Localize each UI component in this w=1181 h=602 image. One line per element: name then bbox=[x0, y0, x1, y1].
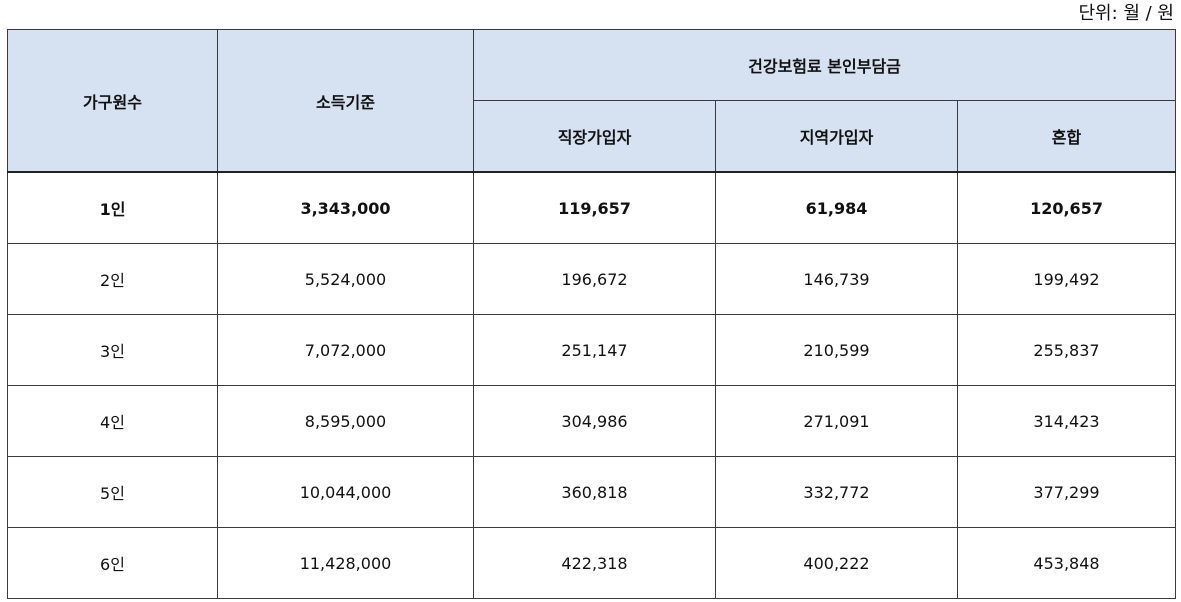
cell-mixed: 255,837 bbox=[956, 314, 1177, 386]
cell-regional: 332,772 bbox=[715, 456, 958, 528]
cell-household: 2인 bbox=[7, 243, 218, 315]
header-employee: 직장가입자 bbox=[473, 100, 716, 173]
table-body: 1인 3,343,000 119,657 61,984 120,657 2인 5… bbox=[7, 171, 1177, 599]
cell-employee: 119,657 bbox=[473, 171, 716, 244]
table-row: 1인 3,343,000 119,657 61,984 120,657 bbox=[7, 171, 1177, 244]
header-regional: 지역가입자 bbox=[715, 100, 958, 173]
header-household: 가구원수 bbox=[7, 29, 218, 173]
premium-table: 가구원수 소득기준 건강보험료 본인부담금 직장가입자 지역가입자 혼합 1인 … bbox=[7, 29, 1177, 599]
table-header: 가구원수 소득기준 건강보험료 본인부담금 직장가입자 지역가입자 혼합 bbox=[7, 29, 1177, 173]
cell-employee: 304,986 bbox=[473, 385, 716, 457]
cell-employee: 251,147 bbox=[473, 314, 716, 386]
cell-income: 7,072,000 bbox=[217, 314, 474, 386]
cell-household: 3인 bbox=[7, 314, 218, 386]
cell-income: 3,343,000 bbox=[217, 171, 474, 244]
unit-note: 단위: 월 / 원 bbox=[1078, 3, 1174, 24]
cell-regional: 146,739 bbox=[715, 243, 958, 315]
cell-income: 10,044,000 bbox=[217, 456, 474, 528]
header-row-top: 가구원수 소득기준 건강보험료 본인부담금 bbox=[7, 29, 1177, 173]
table-row: 5인 10,044,000 360,818 332,772 377,299 bbox=[7, 456, 1177, 528]
cell-mixed: 120,657 bbox=[956, 171, 1177, 244]
cell-regional: 210,599 bbox=[715, 314, 958, 386]
cell-mixed: 314,423 bbox=[956, 385, 1177, 457]
cell-mixed: 453,848 bbox=[956, 527, 1177, 599]
cell-household: 6인 bbox=[7, 527, 218, 599]
cell-mixed: 199,492 bbox=[956, 243, 1177, 315]
cell-income: 8,595,000 bbox=[217, 385, 474, 457]
cell-regional: 271,091 bbox=[715, 385, 958, 457]
table-row: 6인 11,428,000 422,318 400,222 453,848 bbox=[7, 527, 1177, 599]
cell-household: 5인 bbox=[7, 456, 218, 528]
header-premium-group: 건강보험료 본인부담금 bbox=[472, 29, 1177, 101]
cell-income: 11,428,000 bbox=[217, 527, 474, 599]
table-row: 4인 8,595,000 304,986 271,091 314,423 bbox=[7, 385, 1177, 457]
table-row: 3인 7,072,000 251,147 210,599 255,837 bbox=[7, 314, 1177, 386]
cell-regional: 61,984 bbox=[715, 171, 958, 244]
cell-household: 1인 bbox=[7, 171, 218, 244]
header-mixed: 혼합 bbox=[956, 100, 1177, 173]
header-income: 소득기준 bbox=[217, 29, 474, 173]
cell-employee: 196,672 bbox=[473, 243, 716, 315]
header-row-sub: 직장가입자 지역가입자 혼합 bbox=[8, 100, 1177, 173]
cell-employee: 360,818 bbox=[473, 456, 716, 528]
cell-mixed: 377,299 bbox=[956, 456, 1177, 528]
cell-income: 5,524,000 bbox=[217, 243, 474, 315]
cell-household: 4인 bbox=[7, 385, 218, 457]
cell-regional: 400,222 bbox=[715, 527, 958, 599]
cell-employee: 422,318 bbox=[473, 527, 716, 599]
table-row: 2인 5,524,000 196,672 146,739 199,492 bbox=[7, 243, 1177, 315]
